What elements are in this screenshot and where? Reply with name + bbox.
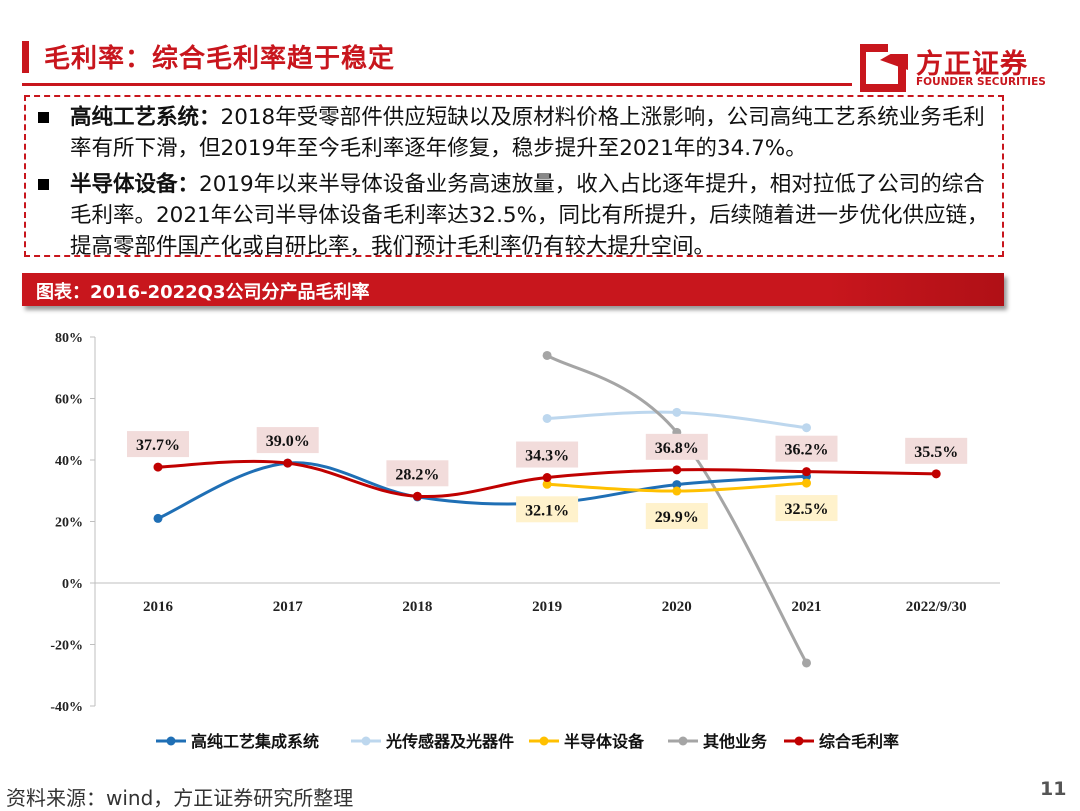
data-point-composite <box>672 465 682 475</box>
data-label-bg <box>127 431 189 458</box>
legend-item-optical-sensor: 光传感器及光器件 <box>351 732 514 751</box>
y-tick-label: 0% <box>62 577 83 592</box>
data-label-bg <box>775 495 838 522</box>
data-point-composite <box>153 462 163 472</box>
y-tick-label: -40% <box>50 700 83 715</box>
data-label: 37.7% <box>136 437 180 454</box>
page-number: 11 <box>1040 778 1067 800</box>
x-tick-label: 2019 <box>532 599 562 615</box>
x-tick-label: 2016 <box>143 599 174 615</box>
data-point-semiconductor <box>542 479 552 489</box>
data-point-composite <box>283 458 293 468</box>
legend-marker <box>166 736 176 746</box>
data-point-optical-sensor <box>802 423 811 433</box>
bullet-text: 高纯工艺系统：2018年受零部件供应短缺以及原材料价格上涨影响，公司高纯工艺系统… <box>70 102 1000 164</box>
data-label-bg <box>516 496 579 523</box>
data-point-semiconductor <box>802 478 811 488</box>
data-label-bg <box>256 427 319 454</box>
legend-marker <box>678 736 688 746</box>
data-label-bg <box>905 437 968 464</box>
legend-item-high-purity: 高纯工艺集成系统 <box>156 732 319 751</box>
data-label: 34.3% <box>525 448 569 465</box>
legend-label: 半导体设备 <box>564 732 645 751</box>
x-tick-label: 2021 <box>792 599 822 615</box>
y-tick-label: 40% <box>55 454 83 469</box>
legend-item-other: 其他业务 <box>668 732 768 751</box>
logo-text-en: FOUNDER SECURITIES <box>916 76 1046 88</box>
x-tick-label: 2017 <box>273 599 304 615</box>
data-point-other <box>542 350 552 360</box>
legend-marker <box>794 736 804 746</box>
y-tick-label: 80% <box>55 331 83 346</box>
x-tick-label: 2018 <box>402 599 432 615</box>
data-label: 32.5% <box>785 501 829 518</box>
data-point-optical-sensor <box>542 413 552 423</box>
data-label-bg <box>775 435 838 462</box>
source-note: 资料来源：wind，方正证券研究所整理 <box>6 786 354 810</box>
bullet-body: 2018年受零部件供应短缺以及原材料价格上涨影响，公司高纯工艺系统业务毛利率有所… <box>70 105 985 161</box>
title-divider <box>22 83 852 86</box>
founder-logo-icon <box>860 44 908 92</box>
legend-item-semiconductor: 半导体设备 <box>529 732 645 751</box>
bullet-square-icon <box>38 179 49 190</box>
summary-box: 高纯工艺系统：2018年受零部件供应短缺以及原材料价格上涨影响，公司高纯工艺系统… <box>24 95 1004 259</box>
page-title: 毛利率：综合毛利率趋于稳定 <box>44 44 396 74</box>
data-label-bg <box>516 441 579 468</box>
bullet-heading: 半导体设备： <box>70 172 200 197</box>
data-point-high-purity <box>153 513 163 523</box>
brand-logo: 方正证券 FOUNDER SECURITIES <box>860 40 1060 92</box>
data-point-high-purity <box>672 480 682 490</box>
data-point-semiconductor <box>672 486 682 496</box>
figure-title: 图表：2016-2022Q3公司分产品毛利率 <box>36 282 370 303</box>
data-label: 32.1% <box>525 502 569 519</box>
legend-label: 高纯工艺集成系统 <box>191 732 319 751</box>
legend-label: 光传感器及光器件 <box>385 732 514 751</box>
data-point-composite <box>412 491 422 501</box>
data-label: 35.5% <box>914 444 958 461</box>
figure-title-bar: 图表：2016-2022Q3公司分产品毛利率 <box>22 273 1004 306</box>
data-label: 36.2% <box>785 442 829 459</box>
y-tick-label: 20% <box>55 516 83 531</box>
legend-label: 综合毛利率 <box>819 732 899 751</box>
data-point-other <box>802 658 811 668</box>
data-label: 36.8% <box>655 440 699 457</box>
y-tick-label: -20% <box>50 639 83 654</box>
series-line-high-purity <box>156 461 808 520</box>
data-label: 39.0% <box>266 433 310 450</box>
bullet-heading: 高纯工艺系统： <box>70 105 221 130</box>
data-label: 28.2% <box>395 466 439 483</box>
bullet-body: 2019年以来半导体设备业务高速放量，收入占比逐年提升，相对拉低了公司的综合毛利… <box>70 172 989 259</box>
data-label-bg <box>645 433 708 460</box>
legend-label: 其他业务 <box>703 732 768 751</box>
logo-text-cn: 方正证券 <box>916 49 1028 80</box>
legend-marker <box>361 736 371 746</box>
bullet-text: 半导体设备：2019年以来半导体设备业务高速放量，收入占比逐年提升，相对拉低了公… <box>70 169 1000 262</box>
title-accent-bar <box>22 41 29 73</box>
x-tick-label: 2020 <box>662 599 692 615</box>
data-point-composite <box>931 469 941 479</box>
data-label: 29.9% <box>655 509 699 526</box>
data-point-composite <box>542 473 552 483</box>
y-tick-label: 60% <box>55 393 83 408</box>
data-label-bg <box>645 503 708 530</box>
legend-marker <box>539 736 549 746</box>
legend-item-composite: 综合毛利率 <box>784 732 899 751</box>
data-label-bg <box>386 460 449 487</box>
data-point-composite <box>802 467 811 477</box>
bullet-square-icon <box>38 112 49 123</box>
x-tick-label: 2022/9/30 <box>906 599 967 615</box>
data-point-optical-sensor <box>672 407 682 417</box>
